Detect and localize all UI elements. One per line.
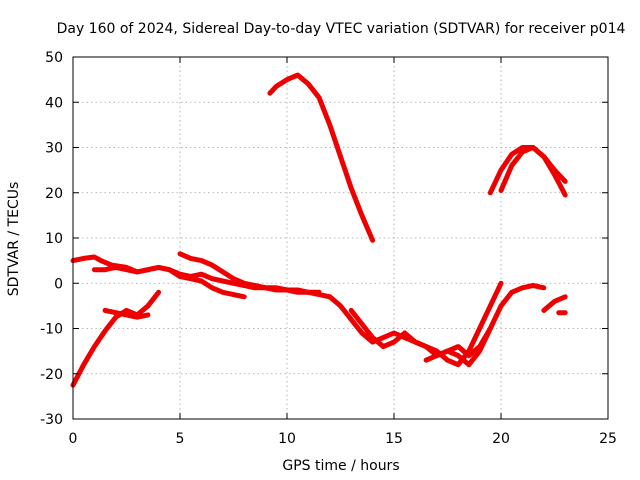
x-tick-label: 0: [69, 431, 78, 447]
y-tick-label: 20: [45, 186, 63, 202]
x-tick-label: 25: [599, 431, 617, 447]
y-tick-label: 10: [45, 231, 63, 247]
y-axis-label: SDTVAR / TECUs: [6, 182, 22, 297]
x-tick-label: 5: [176, 431, 185, 447]
y-tick-label: -10: [40, 322, 63, 338]
series-arc-5: [177, 251, 322, 295]
series-arc-9: [423, 326, 493, 368]
series-group: [70, 72, 568, 388]
series-arc-11: [498, 145, 568, 198]
y-tick-label: -20: [40, 367, 63, 383]
grid-lines: [73, 57, 608, 419]
series-arc-6: [267, 72, 376, 243]
axis-ticks: 0 5 10 15 20 25 -30 -20 -10 0 10 20 30 40 50: [40, 50, 617, 447]
series-arc-1: [70, 289, 162, 388]
series-arc-4: [91, 264, 247, 300]
x-tick-label: 20: [492, 431, 510, 447]
y-tick-label: 30: [45, 141, 63, 157]
series-arc-2: [102, 307, 151, 320]
y-tick-label: 0: [54, 276, 63, 292]
y-tick-label: -30: [40, 412, 63, 428]
y-tick-label: 40: [45, 95, 63, 111]
y-tick-label: 50: [45, 50, 63, 66]
series-arc-8: [348, 280, 504, 368]
series-arc-12: [541, 294, 568, 313]
x-axis-label: GPS time / hours: [282, 458, 399, 474]
chart-title: Day 160 of 2024, Sidereal Day-to-day VTE…: [57, 21, 626, 37]
x-tick-label: 15: [385, 431, 403, 447]
x-tick-label: 10: [278, 431, 296, 447]
